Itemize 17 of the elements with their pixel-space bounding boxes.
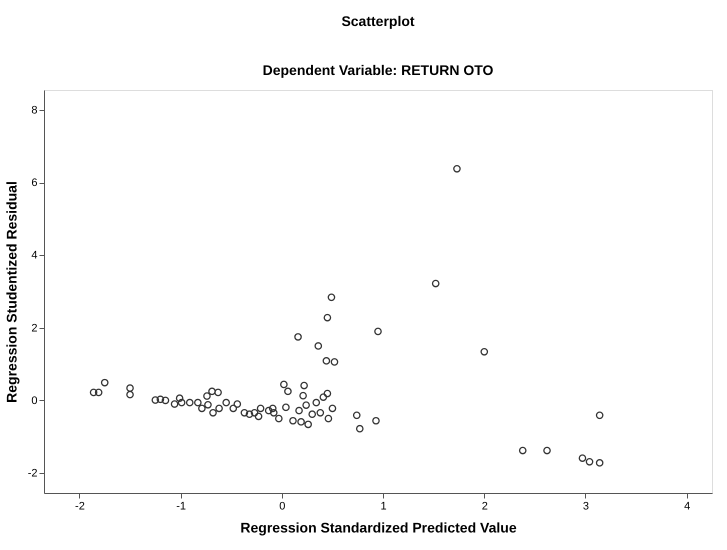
x-tick-label: -1 — [176, 500, 186, 512]
x-tick-label: 2 — [482, 500, 488, 512]
y-tick-label: 0 — [31, 394, 38, 407]
y-tick-label: 6 — [31, 177, 38, 190]
x-tick-label: 4 — [684, 500, 690, 512]
y-tick-label: 4 — [31, 250, 38, 262]
chart-subtitle: Dependent Variable: RETURN OTO — [262, 62, 494, 78]
y-tick-label: 2 — [31, 322, 38, 334]
y-tick-label: 8 — [31, 104, 38, 116]
chart-title: Scatterplot — [341, 13, 415, 29]
x-tick-label: 0 — [279, 500, 286, 512]
x-tick-label: 3 — [582, 500, 590, 512]
x-tick-label: 1 — [380, 500, 387, 512]
y-axis-title: Regression Studentized Residual — [4, 181, 20, 403]
x-axis-title: Regression Standardized Predicted Value — [240, 520, 517, 536]
y-tick-label: -2 — [28, 468, 38, 480]
x-tick-label: -2 — [75, 500, 85, 512]
